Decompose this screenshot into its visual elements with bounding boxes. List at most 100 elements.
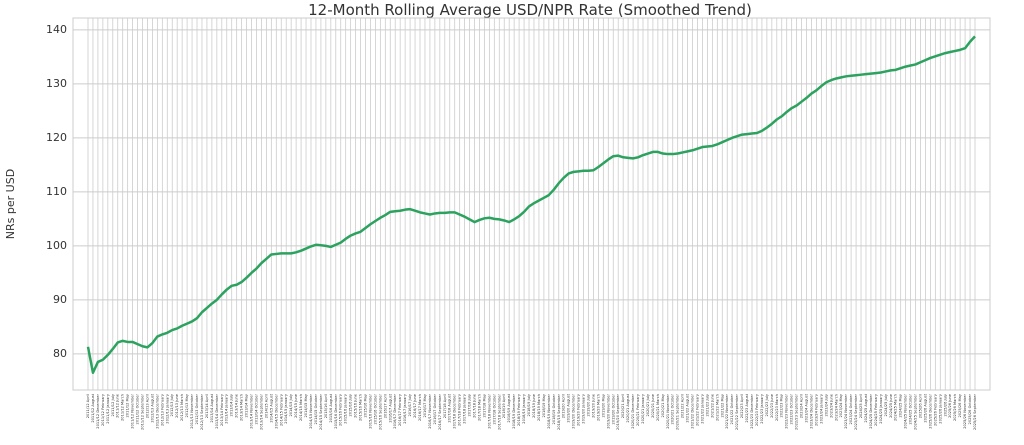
x-tick-label: 2016/17 March xyxy=(418,394,422,421)
x-tick-label: 2018/19 August xyxy=(507,393,511,422)
x-tick-label: 2025/26 February xyxy=(933,393,937,426)
x-tick-label: 2014/15 March xyxy=(299,394,303,421)
x-tick-label: 2025/26 March xyxy=(953,394,957,421)
x-tick-label: 2021/22 August xyxy=(686,393,690,422)
x-tick-label: 2017/18 June xyxy=(473,393,477,418)
x-tick-label: 2024/25 July xyxy=(884,393,888,416)
y-axis-label: NRs per USD xyxy=(4,169,17,239)
x-tick-label: 2019/20 July xyxy=(586,393,590,416)
y-tick-label: 80 xyxy=(53,347,67,360)
x-tick-label: 2022/23 October xyxy=(790,393,794,424)
x-tick-label: 2019/20 August xyxy=(567,393,571,422)
x-tick-label: 2018/19 November xyxy=(547,393,551,428)
x-tick-label: 2012/13 July xyxy=(170,393,174,416)
x-tick-label: 2025/26 May xyxy=(958,393,962,417)
x-tick-label: 2022/23 September xyxy=(795,393,799,429)
x-tick-label: 2025/26 September xyxy=(973,393,977,429)
x-tick-label: 2011/12 July xyxy=(111,393,115,416)
chart-title: 12-Month Rolling Average USD/NPR Rate (S… xyxy=(308,1,752,19)
x-tick-label: 2021/22 January xyxy=(700,393,704,424)
y-tick-label: 140 xyxy=(46,23,67,36)
y-tick-label: 130 xyxy=(46,77,67,90)
x-tick-label: 2021/22 June xyxy=(710,393,714,418)
x-tick-label: 2016/17 May xyxy=(423,393,427,417)
x-tick-label: 2014/15 November xyxy=(309,393,313,428)
x-tick-label: 2025/26 June xyxy=(948,393,952,418)
data-line xyxy=(86,35,976,374)
x-tick-label: 2017/18 April xyxy=(443,394,447,418)
x-tick-label: 2013/14 March xyxy=(240,394,244,421)
x-tick-label: 2013/14 October xyxy=(254,393,258,424)
x-tick-label: 2020/21 November xyxy=(666,393,670,428)
x-tick-label: 2024/25 May xyxy=(899,393,903,417)
x-tick-label: 2023/24 January xyxy=(819,393,823,424)
x-tick-label: 2013/14 January xyxy=(225,393,229,424)
x-tick-label: 2024/25 November xyxy=(904,393,908,428)
x-tick-label: 2019/20 June xyxy=(591,393,595,418)
x-tick-label: 2021/22 November xyxy=(725,393,729,428)
x-tick-label: 2023/24 October xyxy=(849,393,853,424)
x-tick-label: 2012/13 August xyxy=(150,393,154,422)
x-tick-label: 2011/12 March xyxy=(121,394,125,421)
x-tick-label: 2015/16 September xyxy=(378,393,382,429)
x-tick-label: 2013/14 September xyxy=(259,393,263,429)
x-tick-label: 2015/16 October xyxy=(373,393,377,424)
x-tick-label: 2011/12 December xyxy=(96,393,100,428)
x-tick-label: 2017/18 January xyxy=(463,393,467,424)
x-tick-label: 2022/23 July xyxy=(765,393,769,416)
x-tick-label: 2025/26 August xyxy=(923,393,927,422)
x-tick-label: 2023/24 September xyxy=(854,393,858,429)
x-tick-label: 2024/25 March xyxy=(894,394,898,421)
x-tick-label: 2019/20 November xyxy=(606,393,610,428)
x-tick-label: 2023/24 May xyxy=(839,393,843,417)
x-tick-label: 2016/17 November xyxy=(428,393,432,428)
x-tick-label: 2020/21 December xyxy=(631,393,635,428)
x-tick-label: 2012/13 June xyxy=(175,393,179,418)
x-tick-label: 2018/19 December xyxy=(512,393,516,428)
x-tick-label: 2016/17 February xyxy=(398,393,402,426)
x-tick-label: 2024/25 June xyxy=(889,393,893,418)
x-tick-label: 2018/19 January xyxy=(522,393,526,424)
x-tick-label: 2022/23 June xyxy=(770,393,774,418)
x-tick-label: 2019/20 March xyxy=(596,394,600,421)
x-tick-label: 2024/25 February xyxy=(874,393,878,426)
x-tick-label: 2012/13 January xyxy=(165,393,169,424)
x-tick-label: 2013/14 November xyxy=(250,393,254,428)
x-tick-label: 2020/21 October xyxy=(671,393,675,424)
x-tick-label: 2020/21 August xyxy=(626,393,630,422)
x-tick-label: 2024/25 September xyxy=(914,393,918,429)
x-tick-label: 2013/14 December xyxy=(215,393,219,428)
x-tick-label: 2019/20 February xyxy=(577,393,581,426)
x-tick-label: 2021/22 October xyxy=(730,393,734,424)
x-tick-label: 2025/26 July xyxy=(943,393,947,416)
x-tick-label: 2020/21 April xyxy=(621,394,625,418)
y-tick-label: 120 xyxy=(46,131,67,144)
x-tick-label: 2017/18 May xyxy=(482,393,486,417)
x-tick-label: 2020/21 May xyxy=(661,393,665,417)
x-tick-label: 2018/19 July xyxy=(527,393,531,416)
x-tick-label: 2020/21 March xyxy=(656,394,660,421)
x-tick-label: 2023/24 August xyxy=(805,393,809,422)
x-tick-label: 2020/21 September xyxy=(676,393,680,429)
x-tick-label: 2021/22 March xyxy=(715,394,719,421)
x-tick-label: 2014/15 August xyxy=(269,393,273,422)
x-tick-label: 2016/17 October xyxy=(433,393,437,424)
x-tick-label: 2017/18 November xyxy=(487,393,491,428)
x-tick-label: 2015/16 January xyxy=(344,393,348,424)
x-tick-label: 2025/26 November xyxy=(963,393,967,428)
x-tick-label: 2012/13 May xyxy=(185,393,189,417)
x-tick-label: 2015/16 March xyxy=(359,394,363,421)
x-tick-label: 2014/15 June xyxy=(294,393,298,418)
x-tick-label: 2012/13 March xyxy=(180,394,184,421)
x-tick-label: 2023/24 November xyxy=(844,393,848,428)
x-tick-label: 2020/21 June xyxy=(651,393,655,418)
x-tick-label: 2025/26 April xyxy=(918,394,922,418)
x-tick-label: 2014/15 September xyxy=(319,393,323,429)
x-tick-label: 2017/18 March xyxy=(477,394,481,421)
x-tick-label: 2015/16 May xyxy=(363,393,367,417)
y-tick-label: 100 xyxy=(46,239,67,252)
x-tick-label: 2019/20 December xyxy=(572,393,576,428)
x-tick-label: 2011/12 June xyxy=(116,393,120,418)
x-tick-label: 2024/25 April xyxy=(859,394,863,418)
